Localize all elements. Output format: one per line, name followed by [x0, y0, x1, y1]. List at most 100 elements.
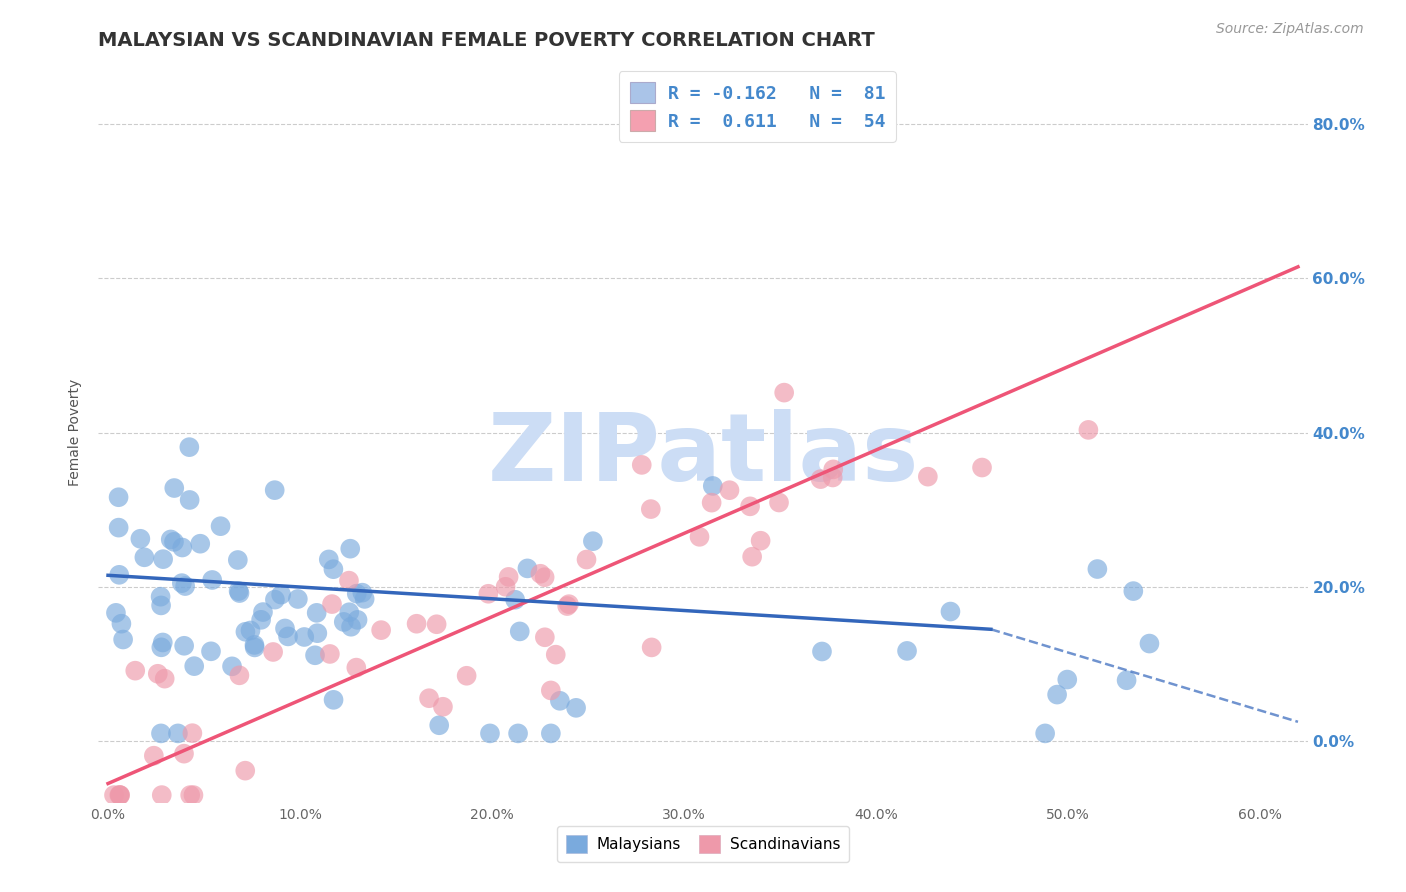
Point [540, 726, 562, 740]
Point [1085, 562, 1108, 576]
Point [640, 640, 662, 655]
Point [773, 385, 796, 400]
Point [318, 552, 340, 566]
Point [146, 666, 169, 681]
Point [344, 660, 367, 674]
Point [277, 629, 299, 643]
Point [304, 648, 326, 663]
Point [352, 585, 374, 599]
Point [370, 623, 392, 637]
Point [582, 534, 605, 549]
Point [970, 460, 993, 475]
Point [108, 788, 131, 802]
Point [228, 584, 250, 599]
Point [209, 519, 232, 533]
Point [1122, 584, 1144, 599]
Point [108, 788, 131, 802]
Point [153, 672, 176, 686]
Point [418, 691, 440, 706]
Point [810, 472, 832, 486]
Point [152, 552, 174, 566]
Point [529, 566, 551, 581]
Point [112, 632, 135, 647]
Point [333, 615, 356, 629]
Point [124, 664, 146, 678]
Point [201, 573, 224, 587]
Point [274, 622, 297, 636]
Point [200, 644, 222, 658]
Point [173, 747, 195, 761]
Point [228, 668, 250, 682]
Point [1056, 673, 1078, 687]
Text: Source: ZipAtlas.com: Source: ZipAtlas.com [1216, 22, 1364, 37]
Point [221, 659, 243, 673]
Point [575, 552, 598, 566]
Point [346, 613, 368, 627]
Point [768, 495, 790, 509]
Point [544, 648, 567, 662]
Point [243, 640, 266, 655]
Point [640, 502, 662, 516]
Point [104, 606, 127, 620]
Point [738, 500, 761, 514]
Point [307, 626, 329, 640]
Point [226, 553, 249, 567]
Point [426, 617, 449, 632]
Point [322, 562, 344, 576]
Point [149, 590, 172, 604]
Point [150, 640, 173, 655]
Point [107, 490, 129, 504]
Point [548, 694, 571, 708]
Point [821, 470, 844, 484]
Point [353, 591, 375, 606]
Point [173, 639, 195, 653]
Point [129, 532, 152, 546]
Point [159, 533, 181, 547]
Point [917, 469, 939, 483]
Point [239, 624, 262, 638]
Point [540, 683, 562, 698]
Point [233, 764, 256, 778]
Point [337, 574, 360, 588]
Point [149, 726, 172, 740]
Point [179, 788, 201, 802]
Point [339, 541, 361, 556]
Point [346, 586, 368, 600]
Point [503, 592, 526, 607]
Point [179, 492, 201, 507]
Point [456, 669, 478, 683]
Point [495, 580, 517, 594]
Point [1046, 688, 1069, 702]
Point [749, 533, 772, 548]
Point [252, 605, 274, 619]
Point [292, 630, 315, 644]
Point [427, 718, 450, 732]
Point [319, 647, 342, 661]
Point [432, 699, 454, 714]
Point [152, 635, 174, 649]
Y-axis label: Female Poverty: Female Poverty [69, 379, 83, 486]
Point [108, 567, 131, 582]
Point [741, 549, 763, 564]
Point [270, 588, 292, 602]
Point [264, 592, 287, 607]
Point [823, 462, 845, 476]
Point [228, 586, 250, 600]
Point [718, 483, 741, 498]
Point [337, 605, 360, 619]
Point [250, 613, 273, 627]
Point [170, 576, 193, 591]
Point [134, 550, 156, 565]
Point [478, 726, 501, 740]
Point [939, 605, 962, 619]
Point [183, 788, 205, 802]
Point [565, 701, 588, 715]
Point [188, 537, 211, 551]
Point [405, 616, 427, 631]
Text: MALAYSIAN VS SCANDINAVIAN FEMALE POVERTY CORRELATION CHART: MALAYSIAN VS SCANDINAVIAN FEMALE POVERTY… [98, 30, 875, 50]
Point [167, 726, 190, 740]
Point [108, 788, 131, 802]
Point [1139, 636, 1161, 650]
Point [702, 479, 724, 493]
Point [1077, 423, 1099, 437]
